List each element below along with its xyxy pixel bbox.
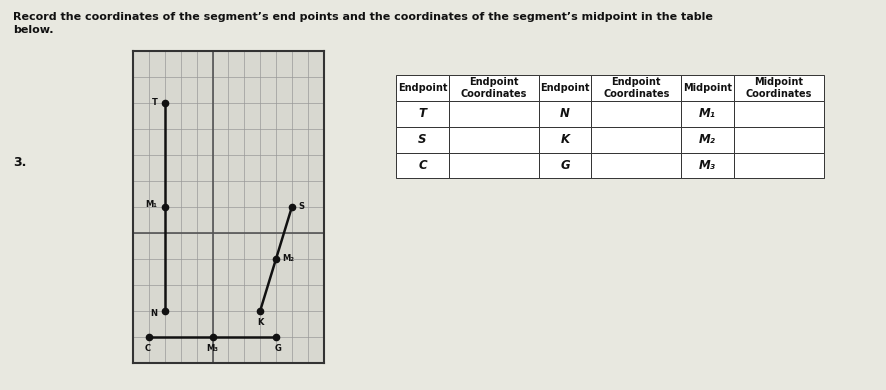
Text: S: S: [298, 202, 304, 211]
Text: G: G: [274, 344, 281, 353]
Text: Record the coordinates of the segment’s end points and the coordinates of the se: Record the coordinates of the segment’s …: [13, 12, 712, 35]
Text: M₃: M₃: [206, 344, 218, 353]
Text: K: K: [257, 318, 263, 327]
Text: N: N: [150, 309, 157, 318]
Text: M₁: M₁: [144, 200, 157, 209]
Text: 3.: 3.: [13, 156, 27, 169]
Text: M₂: M₂: [282, 254, 294, 263]
Text: T: T: [152, 98, 158, 107]
Text: C: C: [144, 344, 151, 353]
